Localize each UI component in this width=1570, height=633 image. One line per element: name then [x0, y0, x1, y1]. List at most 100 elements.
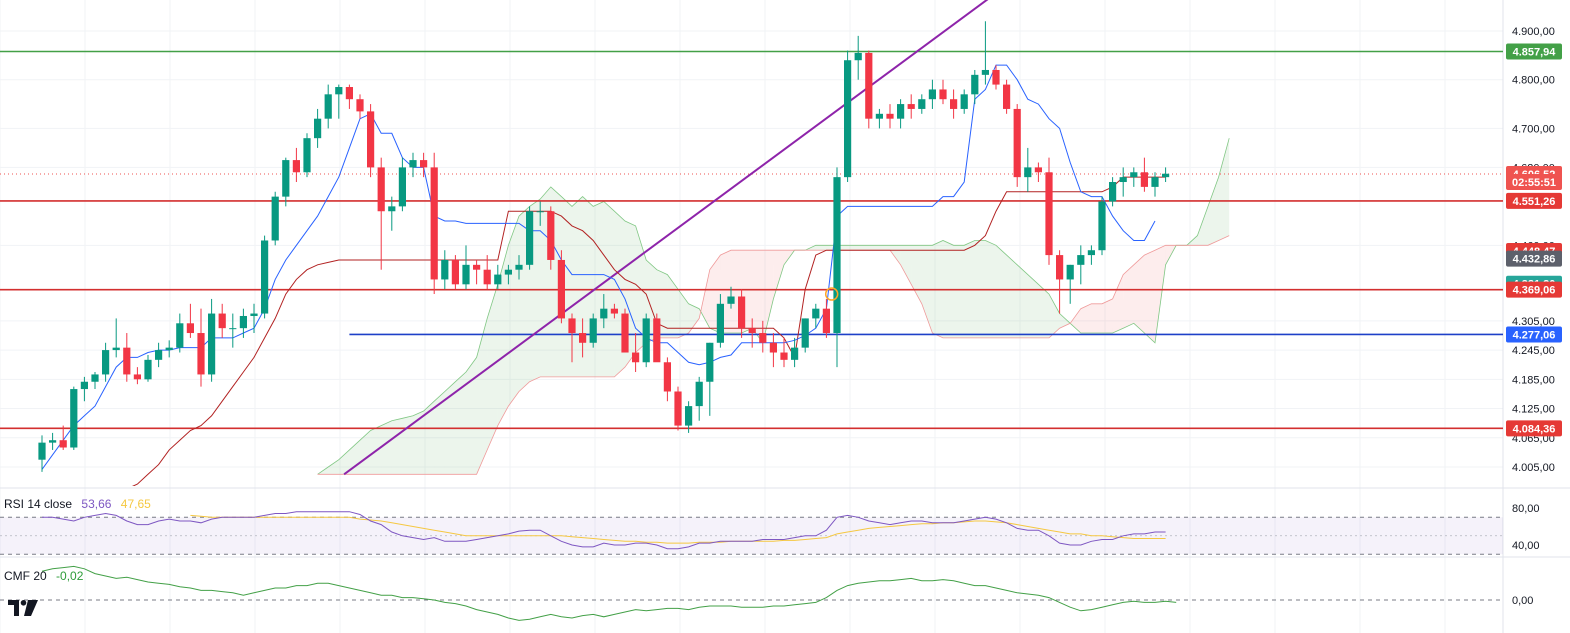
cloud-segment — [1027, 274, 1039, 338]
candle-body — [377, 167, 385, 212]
candle-body — [1034, 167, 1042, 173]
candle-body — [473, 264, 481, 270]
candle-body — [324, 94, 332, 119]
candle-body — [1077, 255, 1085, 265]
price-label: 02:55:51 — [1506, 174, 1562, 191]
cloud-segment — [466, 357, 477, 475]
candle-body — [1119, 177, 1127, 183]
cloud-segment — [688, 303, 700, 334]
candle-body — [865, 52, 873, 119]
y-tick-label: 4.800,00 — [1512, 75, 1555, 87]
price-label: 4.084,36 — [1506, 420, 1562, 437]
cmf-legend[interactable]: CMF 20 -0,02 — [4, 569, 83, 583]
cloud-segment — [1070, 308, 1081, 334]
candle-body — [748, 328, 756, 334]
rsi-line — [42, 511, 1166, 550]
rsi-legend[interactable]: RSI 14 close 53,66 47,65 — [4, 497, 151, 511]
candle-body — [303, 138, 311, 173]
cloud-segment — [381, 420, 392, 475]
cmf-tick-label: 0,00 — [1512, 595, 1533, 607]
candle-body — [844, 60, 852, 178]
candle-body — [49, 440, 57, 443]
cloud-segment — [996, 245, 1007, 338]
candle-body — [483, 269, 491, 285]
candle-body — [462, 264, 470, 285]
price-axis: 4.900,004.800,004.700,004.620,004.460,00… — [1506, 26, 1562, 474]
candle-body — [292, 160, 300, 173]
candle-body — [91, 374, 99, 382]
candle-body — [897, 104, 905, 119]
candle-body — [981, 69, 989, 75]
candle-body — [155, 350, 163, 360]
cloud-segment — [762, 250, 774, 343]
cloud-segment — [1017, 264, 1028, 338]
grid — [0, 0, 1503, 633]
candle-body — [950, 99, 958, 109]
candle-body — [1130, 172, 1138, 178]
candle-body — [123, 347, 131, 375]
cmf-value: -0,02 — [56, 569, 84, 583]
cloud-segment — [815, 245, 827, 251]
cloud-segment — [487, 284, 498, 450]
cloud-segment — [1197, 206, 1208, 246]
y-tick-label: 4.185,00 — [1512, 374, 1555, 386]
cloud-segment — [360, 430, 371, 475]
cloud-segment — [847, 245, 859, 251]
cloud-segment — [1102, 298, 1113, 334]
y-tick-label: 4.305,00 — [1512, 316, 1555, 328]
candle-body — [1003, 84, 1011, 109]
candle-body — [271, 196, 279, 241]
candle-body — [791, 347, 799, 360]
candle-body — [176, 323, 184, 348]
candle-body — [663, 362, 671, 392]
y-tick-label: 4.125,00 — [1512, 404, 1555, 416]
candle-body — [695, 381, 703, 407]
cloud-segment — [1091, 303, 1102, 334]
cloud-segment — [1049, 294, 1060, 338]
cloud-segment — [434, 391, 445, 475]
price-label: 4.432,86 — [1506, 250, 1562, 267]
candle-body — [536, 211, 544, 213]
candle-body — [515, 264, 523, 270]
candle-body — [356, 99, 364, 112]
rsi-ma-line — [190, 514, 1166, 544]
rsi-value: 53,66 — [81, 497, 112, 511]
candle-body — [1151, 177, 1159, 187]
price-label: 4.369,06 — [1506, 281, 1562, 298]
candle-body — [1140, 172, 1148, 187]
candle-body — [685, 406, 693, 426]
candle-body — [875, 113, 883, 119]
rsi-pane: 80,00 40,00 — [0, 503, 1540, 555]
cloud-segment — [582, 196, 594, 377]
cloud-segment — [476, 318, 488, 475]
cloud-segment — [1123, 264, 1134, 329]
leading-span-b — [317, 235, 1230, 475]
cloud-segment — [572, 196, 583, 377]
price-label: 4.277,06 — [1506, 326, 1562, 343]
cloud-segment — [752, 250, 763, 343]
candle-body — [186, 323, 194, 334]
cloud-segment — [391, 418, 403, 475]
cloud-segment — [879, 245, 890, 251]
candle-body — [960, 94, 968, 109]
candle-body — [738, 296, 746, 329]
candle-body — [812, 308, 820, 319]
candle-body — [430, 167, 438, 280]
candle-body — [727, 296, 735, 304]
candle-body — [420, 160, 428, 168]
y-tick-label: 4.005,00 — [1512, 462, 1555, 474]
cloud-segment — [773, 250, 784, 299]
price-label-text: 02:55:51 — [1512, 177, 1556, 189]
y-tick-label: 4.900,00 — [1512, 26, 1555, 38]
y-tick-label: 4.245,00 — [1512, 345, 1555, 357]
candle-body — [610, 308, 618, 314]
candle-body — [80, 381, 88, 390]
cloud-segment — [900, 245, 912, 285]
candle-body — [1066, 264, 1074, 280]
candle-body — [939, 89, 947, 100]
candle-body — [1087, 250, 1095, 256]
cloud-segment — [890, 245, 901, 265]
cloud-segment — [678, 289, 689, 338]
candle-body — [621, 313, 629, 353]
